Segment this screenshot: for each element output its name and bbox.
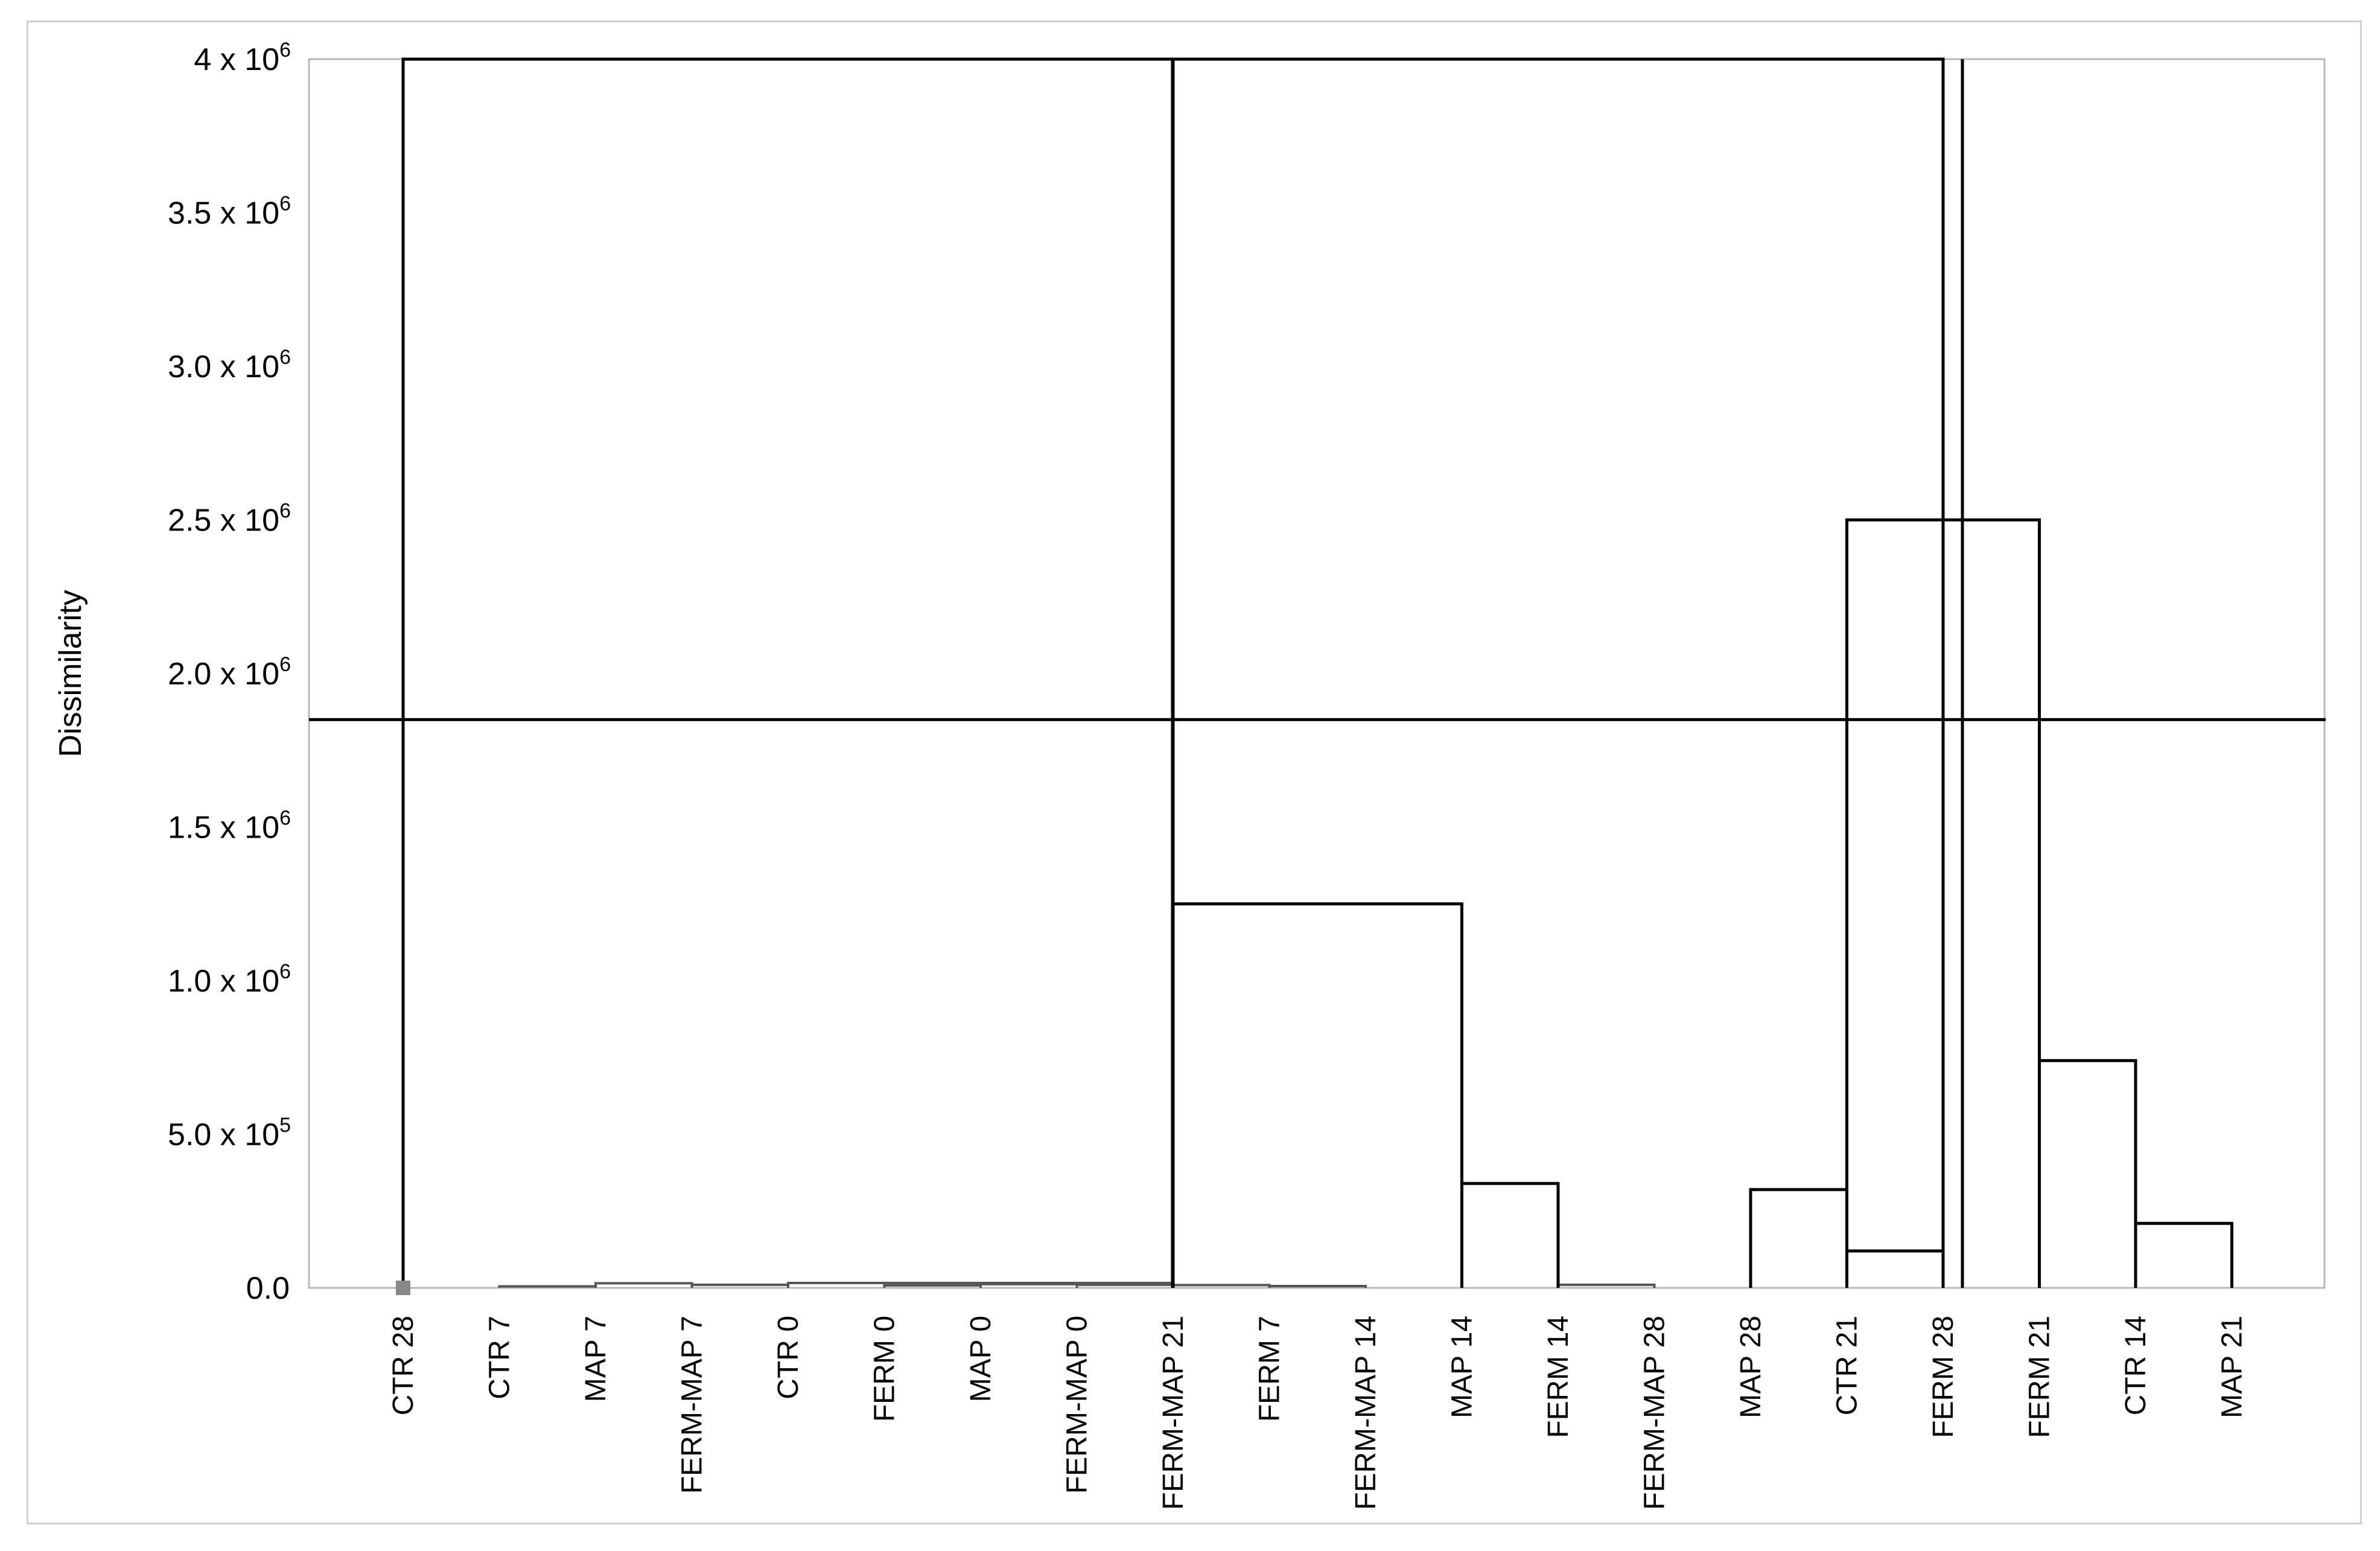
y-tick-exponent: 6 — [279, 500, 291, 523]
y-tick-mantissa: 1.5 x 10 — [168, 811, 279, 846]
y-tick-exponent: 5 — [279, 1114, 291, 1137]
leaf-label: FERM-MAP 21 — [1157, 1316, 1189, 1510]
y-tick-mantissa: 1.0 x 10 — [168, 964, 279, 999]
y-tick-exponent: 6 — [279, 346, 291, 369]
figure-frame — [27, 21, 2362, 1524]
leaf-label: MAP 21 — [2216, 1316, 2248, 1418]
leaf-label: CTR 28 — [387, 1316, 419, 1415]
leaf-label: FERM 14 — [1542, 1316, 1574, 1438]
dendrogram-link — [1171, 57, 1945, 1288]
leaf-label: MAP 14 — [1446, 1316, 1478, 1418]
leaf-label: FERM-MAP 28 — [1639, 1316, 1671, 1510]
leaf-label: MAP 28 — [1735, 1316, 1767, 1418]
y-tick-label: 3.0 x 106 — [168, 346, 291, 384]
y-tick-mantissa: 3.0 x 10 — [168, 349, 279, 384]
leaf-label: CTR 21 — [1831, 1316, 1863, 1415]
y-tick-label: 5.0 x 105 — [168, 1114, 291, 1153]
y-tick-label: 2.0 x 106 — [168, 653, 291, 692]
y-tick-label: 2.5 x 106 — [168, 500, 291, 538]
dendrogram-links — [396, 57, 2233, 1295]
dendrogram-link — [2038, 1059, 2137, 1288]
leaf-marker — [396, 1281, 410, 1295]
leaf-label: FERM 0 — [869, 1316, 901, 1422]
dendrogram-link — [1749, 1188, 1848, 1288]
leaf-label: FERM 21 — [2024, 1316, 2056, 1438]
y-tick-exponent: 6 — [279, 960, 291, 983]
y-tick-mantissa: 2.0 x 10 — [168, 657, 279, 692]
y-tick-mantissa: 0.0 — [246, 1271, 290, 1306]
y-tick-exponent: 6 — [279, 807, 291, 830]
leaf-labels: CTR 28 CTR 7 MAP 7 FERM-MAP 7 CTR 0 FERM 0 MAP… — [387, 1316, 2248, 1510]
leaf-label: FERM-MAP 7 — [676, 1316, 708, 1494]
dendrogram-link — [401, 57, 1175, 1288]
y-tick-mantissa: 2.5 x 10 — [168, 503, 279, 538]
leaf-label: CTR 0 — [772, 1316, 804, 1400]
y-tick-exponent: 6 — [279, 39, 291, 62]
y-tick-label: 0.0 — [246, 1271, 290, 1306]
leaf-label: MAP 7 — [580, 1316, 612, 1402]
y-axis-title: Dissimilarity — [53, 590, 88, 757]
plot-area — [308, 58, 2326, 1289]
dendrogram-link — [1171, 902, 1463, 1288]
leaf-label: FERM 7 — [1254, 1316, 1286, 1422]
dendrogram-link — [2134, 1221, 2233, 1288]
leaf-label: FERM-MAP 14 — [1350, 1316, 1382, 1510]
y-tick-mantissa: 5.0 x 10 — [168, 1118, 279, 1153]
dendrogram-link — [1845, 1249, 1945, 1288]
y-tick-label: 1.0 x 106 — [168, 960, 291, 999]
y-tick-label: 3.5 x 106 — [168, 193, 291, 231]
y-tick-exponent: 6 — [279, 653, 291, 676]
leaf-label: CTR 7 — [484, 1316, 516, 1400]
dendrogram-link — [594, 1282, 693, 1288]
y-tick-mantissa: 3.5 x 10 — [168, 196, 279, 231]
y-tick-mantissa: 4 x 10 — [194, 42, 279, 77]
y-tick-label: 4 x 106 — [194, 39, 291, 77]
dendrogram-link — [1460, 1182, 1560, 1288]
y-tick-exponent: 6 — [279, 193, 291, 215]
dendrogram-link — [979, 1282, 1078, 1288]
leaf-label: CTR 14 — [2120, 1316, 2152, 1415]
leaf-label: FERM 28 — [1927, 1316, 1959, 1438]
leaf-label: FERM-MAP 0 — [1061, 1316, 1093, 1494]
leaf-label: MAP 0 — [965, 1316, 997, 1402]
y-tick-label: 1.5 x 106 — [168, 807, 291, 846]
